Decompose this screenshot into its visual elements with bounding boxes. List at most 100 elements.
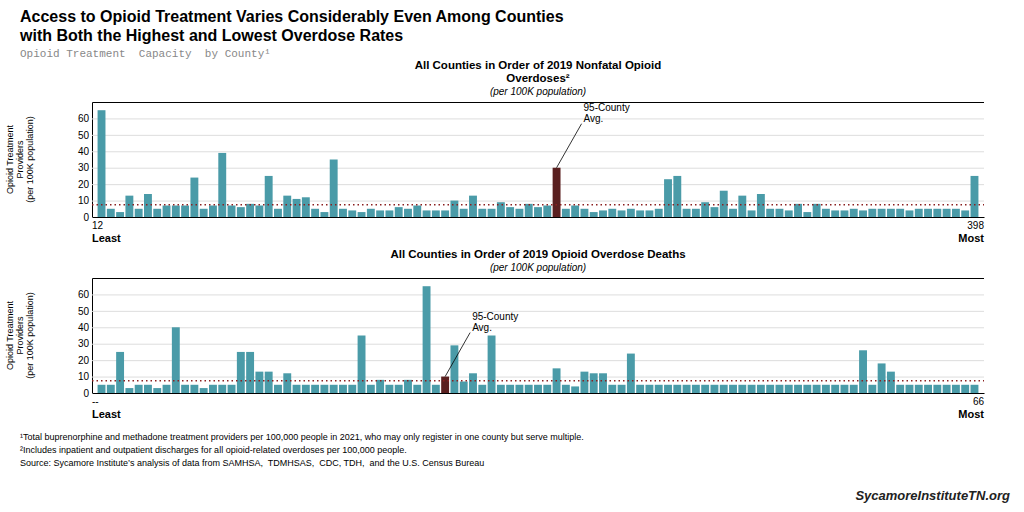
grid-line	[92, 135, 984, 136]
footnote: ²Includes inpatient and outpatient disch…	[20, 445, 407, 455]
bar	[859, 350, 867, 393]
chart-page: Access to Opioid Treatment Varies Consid…	[0, 0, 1024, 512]
y-tick-label: 10	[78, 195, 90, 206]
bar	[971, 176, 979, 217]
bar	[320, 212, 328, 217]
bar	[924, 385, 932, 393]
bar	[627, 209, 635, 217]
y-axis-label-line: Opioid Treatment	[5, 124, 15, 194]
bar	[841, 210, 849, 217]
grid-line	[92, 327, 984, 328]
bar	[478, 385, 486, 393]
y-tick-label: 20	[78, 355, 90, 366]
annotation-line: 95-County	[584, 102, 630, 113]
chart-title: All Counties in Order of 2019 Nonfatal O…	[415, 59, 662, 84]
footnote: Source: Sycamore Institute’s analysis of…	[20, 458, 484, 468]
x-end-label: Most	[958, 232, 984, 244]
bar	[98, 385, 106, 393]
y-tick: 60	[78, 289, 984, 300]
bar	[135, 209, 143, 217]
title: with Both the Highest and Lowest Overdos…	[19, 27, 403, 44]
bar	[915, 209, 923, 217]
bar	[181, 385, 189, 393]
bar	[413, 385, 421, 393]
annotations: 95-CountyAvg.	[445, 311, 518, 377]
bar	[153, 388, 161, 393]
annotation-line: Avg.	[472, 322, 492, 333]
bar	[580, 372, 588, 393]
grid-line	[92, 393, 984, 394]
bar	[645, 385, 653, 393]
bar	[757, 385, 765, 393]
bar	[822, 385, 830, 393]
bar	[172, 327, 180, 393]
bar	[367, 209, 375, 217]
chart: 010203040506095-CountyAvg.All Counties i…	[5, 59, 985, 244]
bar	[571, 386, 579, 393]
bar	[776, 209, 784, 217]
bar	[144, 194, 152, 217]
bar	[961, 210, 969, 217]
bar	[618, 210, 626, 217]
bar	[608, 209, 616, 217]
bar	[237, 352, 245, 393]
y-tick: 40	[78, 146, 984, 157]
bar	[673, 176, 681, 217]
bar	[794, 385, 802, 393]
bar	[729, 209, 737, 217]
y-tick-label: 40	[78, 146, 90, 157]
bar	[738, 196, 746, 217]
bar	[766, 209, 774, 217]
grid-line	[92, 151, 984, 152]
x-end-label: Least	[92, 408, 121, 420]
bar	[590, 212, 598, 217]
y-tick: 20	[78, 355, 984, 366]
bar	[311, 385, 319, 393]
bar	[924, 209, 932, 217]
bar	[98, 110, 106, 217]
annotation-leader	[445, 333, 470, 377]
bar	[906, 210, 914, 217]
plot-area	[92, 286, 984, 393]
bar	[673, 385, 681, 393]
grid-line	[92, 311, 984, 312]
annotation-leader	[557, 124, 582, 168]
bar	[107, 385, 115, 393]
bar	[933, 209, 941, 217]
y-tick: 40	[78, 322, 984, 333]
x-end-value: 66	[973, 396, 985, 407]
bar	[506, 385, 514, 393]
bar	[497, 385, 505, 393]
bar	[450, 201, 458, 217]
bar	[423, 286, 431, 393]
y-tick-label: 40	[78, 322, 90, 333]
y-axis-label-line: (per 100K population)	[25, 116, 35, 203]
bar	[302, 385, 310, 393]
bar	[209, 385, 217, 393]
bar	[711, 207, 719, 217]
annotation-line: 95-County	[472, 311, 518, 322]
bar	[255, 372, 263, 393]
bar	[432, 210, 440, 217]
bar	[172, 206, 180, 218]
bar	[125, 196, 133, 217]
bar	[450, 345, 458, 393]
average-line	[92, 204, 984, 206]
bar	[887, 372, 895, 393]
bar	[813, 204, 821, 217]
bar	[729, 385, 737, 393]
bar	[283, 373, 291, 393]
bar	[896, 385, 904, 393]
bar	[971, 385, 979, 393]
bar	[831, 210, 839, 217]
bar	[506, 207, 514, 217]
annotations: 95-CountyAvg.	[557, 102, 630, 168]
y-tick-label: 0	[83, 388, 89, 399]
bar	[163, 206, 171, 218]
y-tick-label: 20	[78, 179, 90, 190]
bar	[274, 385, 282, 393]
plot-area	[92, 110, 984, 217]
y-label-group: Opioid TreatmentProviders(per 100K popul…	[5, 292, 35, 379]
bar	[952, 209, 960, 217]
bar	[525, 385, 533, 393]
